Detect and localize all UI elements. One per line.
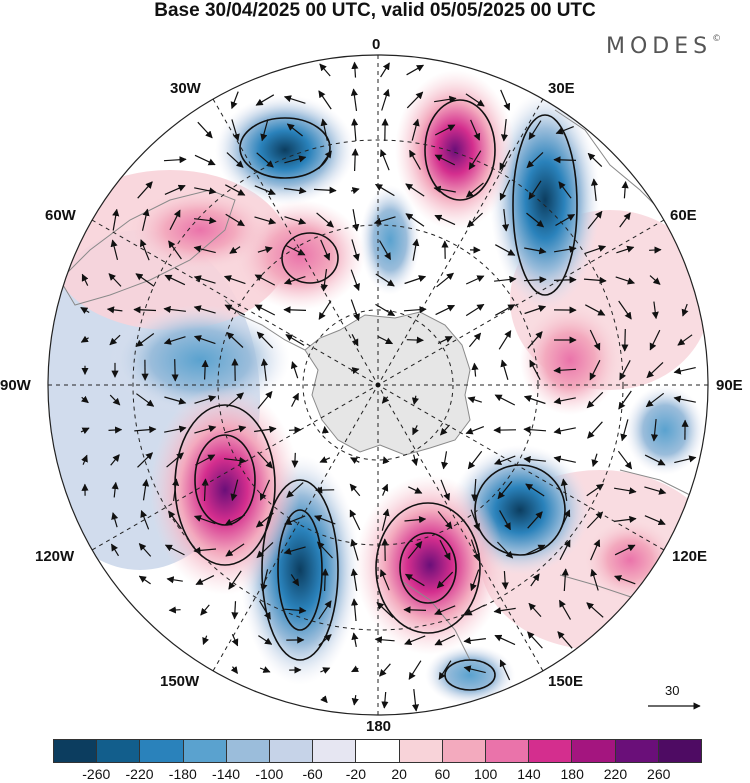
colorbar-swatch bbox=[615, 740, 658, 762]
wind-vector-arrow bbox=[175, 359, 176, 381]
colorbar-tick-label: -180 bbox=[169, 766, 197, 782]
colorbar-tick-label: -140 bbox=[212, 766, 240, 782]
colorbar-tick-label: -20 bbox=[346, 766, 366, 782]
longitude-label-90e: 90E bbox=[716, 377, 743, 394]
colorbar-swatch bbox=[269, 740, 312, 762]
colorbar-swatch bbox=[183, 740, 226, 762]
colorbar-swatch bbox=[54, 740, 96, 762]
colorbar-tick-label: 180 bbox=[561, 766, 584, 782]
wind-vector-arrow bbox=[109, 430, 122, 431]
colorbar-tick-label: -220 bbox=[126, 766, 154, 782]
reference-vector-label: 30 bbox=[665, 683, 679, 698]
wind-vector-arrow bbox=[554, 280, 576, 281]
wind-vector-arrow bbox=[295, 453, 296, 467]
wind-vector-arrow bbox=[325, 569, 326, 591]
longitude-label-150e: 150E bbox=[548, 673, 583, 690]
colorbar-swatch bbox=[399, 740, 442, 762]
wind-vector-arrow bbox=[625, 329, 626, 351]
wind-vector-arrow bbox=[355, 149, 356, 171]
longitude-label-90w: 90W bbox=[0, 377, 31, 394]
colorbar bbox=[53, 739, 702, 763]
longitude-label-0: 0 bbox=[372, 36, 380, 53]
longitude-label-30e: 30E bbox=[548, 80, 575, 97]
colorbar-swatch bbox=[139, 740, 182, 762]
wind-vector-arrow bbox=[325, 427, 326, 434]
colorbar-swatch bbox=[96, 740, 139, 762]
colorbar-tick-label: 60 bbox=[435, 766, 451, 782]
colorbar-swatch bbox=[485, 740, 528, 762]
colorbar-swatch bbox=[571, 740, 614, 762]
wind-vector-arrow bbox=[289, 430, 301, 431]
anomaly-high bbox=[395, 70, 515, 230]
longitude-label-150w: 150W bbox=[160, 673, 199, 690]
colorbar-tick-label: -60 bbox=[302, 766, 322, 782]
colorbar-swatch bbox=[312, 740, 355, 762]
colorbar-swatch bbox=[226, 740, 269, 762]
colorbar-tick-label: 220 bbox=[604, 766, 627, 782]
colorbar-tick-label: -260 bbox=[82, 766, 110, 782]
colorbar-swatch bbox=[658, 740, 701, 762]
wind-vector-arrow bbox=[205, 361, 206, 380]
colorbar-tick-label: 100 bbox=[474, 766, 497, 782]
anomaly-low bbox=[625, 385, 705, 475]
wind-vector-arrow bbox=[649, 250, 661, 251]
longitude-label-60e: 60E bbox=[670, 207, 697, 224]
longitude-label-120w: 120W bbox=[35, 548, 74, 565]
colorbar-tick-label: 260 bbox=[647, 766, 670, 782]
wind-vector-arrow bbox=[554, 160, 576, 161]
wind-vector-arrow bbox=[407, 340, 423, 341]
longitude-label-60w: 60W bbox=[45, 207, 76, 224]
wind-vector-arrow bbox=[169, 610, 180, 611]
polar-map bbox=[0, 0, 750, 735]
colorbar-swatch bbox=[528, 740, 571, 762]
colorbar-tick-label: 140 bbox=[517, 766, 540, 782]
longitude-label-30w: 30W bbox=[170, 80, 201, 97]
longitude-label-120e: 120E bbox=[672, 548, 707, 565]
colorbar-swatch bbox=[355, 740, 398, 762]
wind-vector-arrow bbox=[284, 310, 306, 311]
longitude-label-180: 180 bbox=[366, 718, 391, 735]
anomaly-high bbox=[585, 520, 675, 600]
colorbar-swatch bbox=[442, 740, 485, 762]
colorbar-tick-label: -100 bbox=[255, 766, 283, 782]
colorbar-ticks: -260 -220 -180 -140 -100 -60 -20 20 60 100 140 180 2… bbox=[0, 766, 750, 783]
wind-vector-arrow bbox=[404, 610, 426, 611]
south-pole bbox=[376, 383, 381, 388]
colorbar-tick-label: 20 bbox=[391, 766, 407, 782]
anomaly-high bbox=[130, 190, 270, 270]
anomaly-high bbox=[355, 475, 505, 655]
